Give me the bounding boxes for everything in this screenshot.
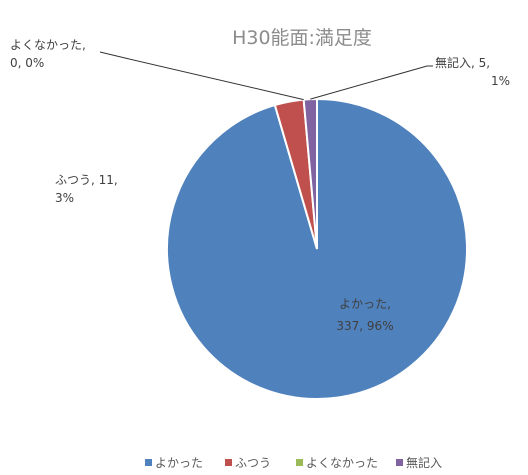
data-label-0: よかった, 337, 96% (336, 297, 393, 333)
legend-swatch-1 (225, 459, 232, 466)
chart-title: H30能面:満足度 (232, 27, 372, 49)
leader-lines (99, 51, 433, 101)
leader-line-3 (310, 65, 433, 100)
data-label-2: よくなかった, 0, 0% (10, 38, 86, 70)
data-label-3: 無記入, 5,1% (435, 55, 510, 88)
legend-label-3: 無記入 (406, 455, 442, 470)
legend: よかった ふつう よくなかった 無記入 (145, 455, 442, 470)
leader-line-2 (99, 51, 304, 101)
pie-slice-3 (302, 97, 318, 250)
legend-label-1: ふつう (235, 456, 271, 470)
data-labels: よかった, 337, 96% ふつう, 11, 3% よくなかった, 0, 0% 無記入, … (10, 38, 510, 333)
pie-slices (166, 97, 468, 400)
legend-label-0: よかった (155, 456, 203, 470)
legend-swatch-0 (145, 459, 152, 466)
data-label-1: ふつう, 11, 3% (55, 173, 118, 205)
legend-swatch-3 (396, 459, 403, 466)
legend-label-2: よくなかった (306, 456, 378, 470)
legend-swatch-2 (296, 459, 303, 466)
